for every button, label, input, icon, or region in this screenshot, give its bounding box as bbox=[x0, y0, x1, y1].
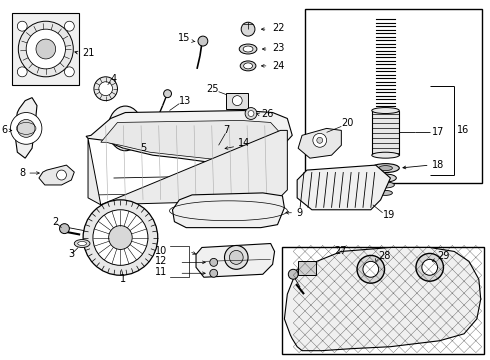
Bar bbox=[226, 93, 248, 109]
Polygon shape bbox=[14, 98, 37, 158]
Text: 4: 4 bbox=[111, 74, 117, 84]
Polygon shape bbox=[101, 121, 282, 160]
Text: 10: 10 bbox=[155, 247, 168, 256]
Circle shape bbox=[198, 36, 208, 46]
Text: 11: 11 bbox=[155, 267, 168, 277]
Circle shape bbox=[248, 111, 254, 117]
Circle shape bbox=[210, 258, 218, 266]
Circle shape bbox=[313, 133, 327, 147]
Polygon shape bbox=[284, 247, 481, 351]
Circle shape bbox=[164, 90, 171, 98]
Bar bbox=[298, 261, 316, 275]
Circle shape bbox=[241, 22, 255, 36]
Text: 26: 26 bbox=[261, 108, 273, 118]
Ellipse shape bbox=[74, 239, 90, 247]
Text: 29: 29 bbox=[438, 251, 450, 261]
Circle shape bbox=[65, 67, 74, 77]
Ellipse shape bbox=[239, 44, 257, 54]
Circle shape bbox=[229, 251, 243, 264]
Circle shape bbox=[422, 260, 438, 275]
Circle shape bbox=[18, 21, 74, 77]
Bar bbox=[305, 9, 482, 183]
Ellipse shape bbox=[200, 141, 227, 155]
Ellipse shape bbox=[372, 108, 399, 113]
Text: 1: 1 bbox=[121, 274, 126, 284]
Text: 2: 2 bbox=[53, 217, 59, 227]
Polygon shape bbox=[88, 130, 287, 205]
Text: 21: 21 bbox=[82, 48, 95, 58]
Text: 16: 16 bbox=[457, 125, 469, 135]
Text: 28: 28 bbox=[379, 251, 391, 261]
Text: 5: 5 bbox=[140, 143, 147, 153]
Circle shape bbox=[60, 224, 70, 234]
Text: 3: 3 bbox=[69, 249, 74, 260]
Text: 8: 8 bbox=[19, 168, 25, 178]
Circle shape bbox=[416, 253, 443, 281]
Text: 22: 22 bbox=[272, 23, 285, 33]
Text: 25: 25 bbox=[206, 84, 219, 94]
Ellipse shape bbox=[115, 113, 136, 143]
Text: 17: 17 bbox=[432, 127, 444, 138]
Circle shape bbox=[232, 96, 242, 105]
Ellipse shape bbox=[379, 190, 392, 195]
Circle shape bbox=[83, 200, 158, 275]
Text: 24: 24 bbox=[272, 61, 285, 71]
Ellipse shape bbox=[375, 174, 396, 182]
Text: 14: 14 bbox=[238, 138, 250, 148]
Circle shape bbox=[288, 269, 298, 279]
Polygon shape bbox=[297, 165, 391, 210]
Ellipse shape bbox=[379, 166, 392, 171]
Ellipse shape bbox=[243, 46, 253, 52]
Ellipse shape bbox=[78, 242, 87, 246]
Circle shape bbox=[99, 82, 113, 96]
Bar bbox=[12, 13, 79, 85]
Circle shape bbox=[26, 29, 66, 69]
Text: 13: 13 bbox=[179, 96, 192, 105]
Text: 15: 15 bbox=[178, 33, 190, 43]
Ellipse shape bbox=[244, 63, 252, 69]
Circle shape bbox=[357, 255, 385, 283]
Circle shape bbox=[363, 261, 379, 277]
Text: 18: 18 bbox=[432, 160, 444, 170]
Ellipse shape bbox=[372, 152, 399, 158]
Polygon shape bbox=[298, 129, 342, 158]
Circle shape bbox=[36, 39, 56, 59]
Bar bbox=[372, 111, 399, 155]
Polygon shape bbox=[39, 165, 74, 185]
Text: 9: 9 bbox=[296, 208, 302, 218]
Circle shape bbox=[93, 210, 148, 265]
Text: 12: 12 bbox=[155, 256, 168, 266]
Text: 19: 19 bbox=[383, 210, 395, 220]
Polygon shape bbox=[172, 193, 284, 228]
Circle shape bbox=[17, 21, 27, 31]
Bar bbox=[282, 247, 484, 354]
Circle shape bbox=[17, 67, 27, 77]
Circle shape bbox=[210, 269, 218, 277]
Text: 7: 7 bbox=[223, 125, 230, 135]
Circle shape bbox=[10, 113, 42, 144]
Text: 27: 27 bbox=[335, 247, 347, 256]
Ellipse shape bbox=[108, 106, 143, 151]
Text: 6: 6 bbox=[1, 125, 7, 135]
Polygon shape bbox=[86, 111, 292, 165]
Polygon shape bbox=[196, 243, 274, 277]
Circle shape bbox=[57, 170, 67, 180]
Ellipse shape bbox=[240, 61, 256, 71]
Circle shape bbox=[224, 246, 248, 269]
Circle shape bbox=[65, 21, 74, 31]
Circle shape bbox=[17, 120, 35, 137]
Circle shape bbox=[109, 226, 132, 249]
Ellipse shape bbox=[377, 182, 394, 188]
Circle shape bbox=[317, 137, 323, 143]
Text: 20: 20 bbox=[342, 118, 354, 129]
Circle shape bbox=[245, 108, 257, 120]
Ellipse shape bbox=[372, 164, 399, 172]
Text: 23: 23 bbox=[272, 43, 285, 53]
Circle shape bbox=[94, 77, 118, 100]
